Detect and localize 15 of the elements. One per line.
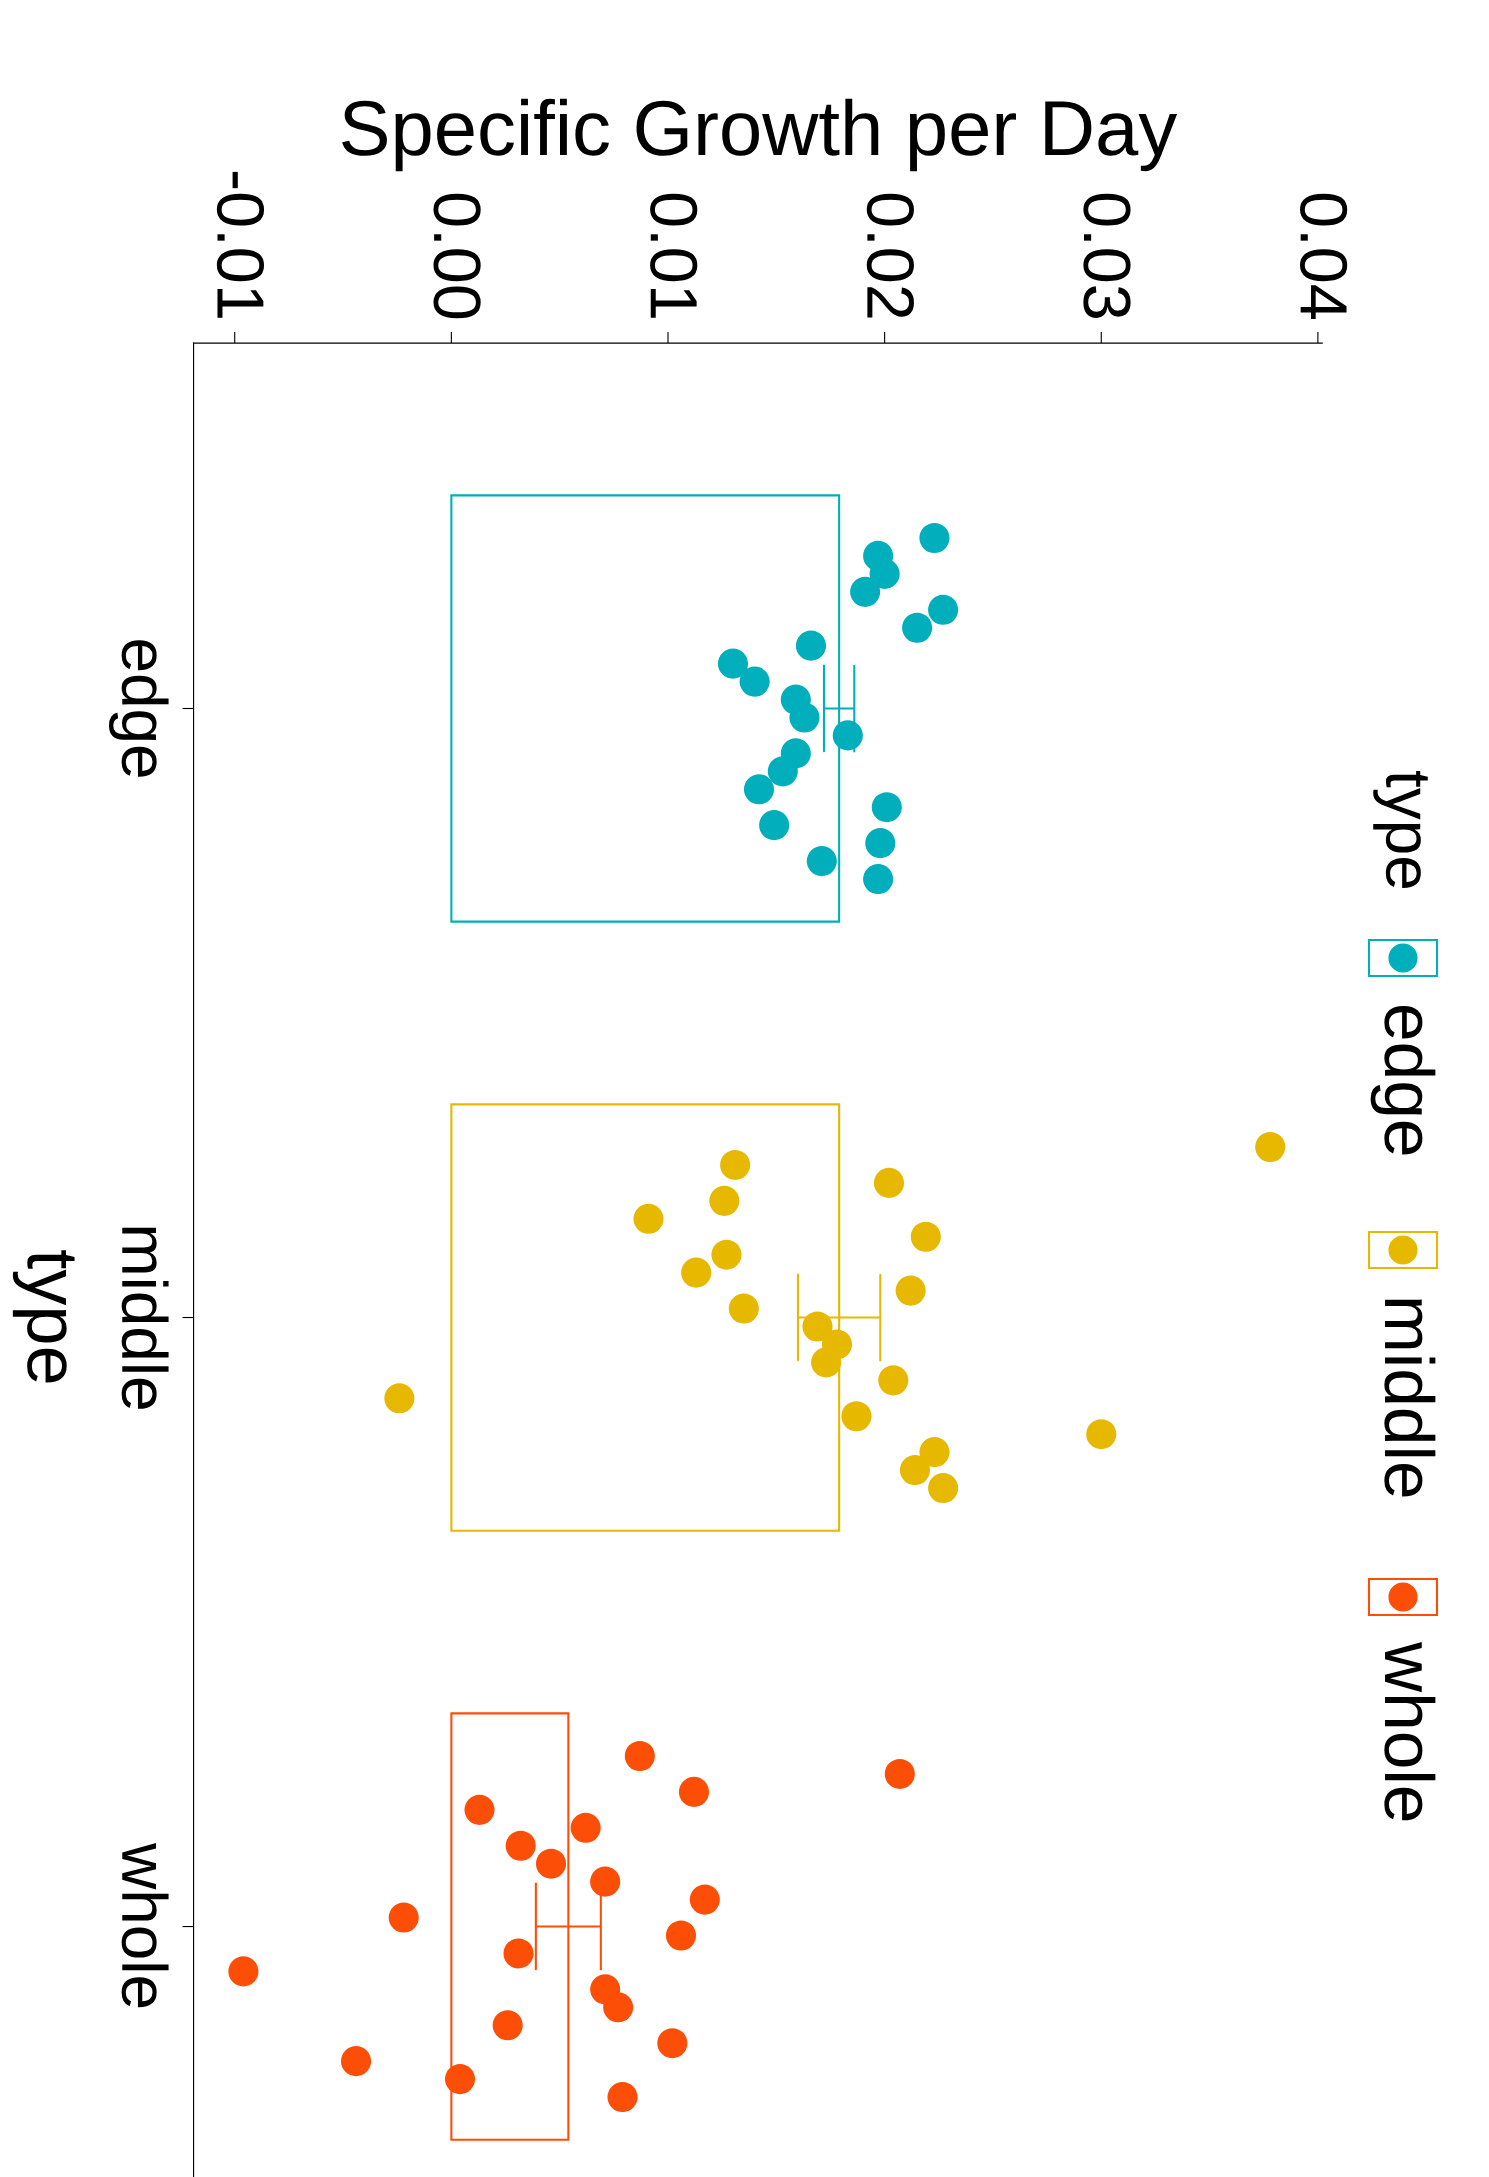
legend-label: middle xyxy=(1384,1299,1436,1497)
x-tick-label: 0.00 xyxy=(433,193,481,319)
legend-label: edge xyxy=(1370,1005,1436,1155)
y-tick-label: middle xyxy=(121,1227,169,1409)
x-axis-title: Specific Growth per Day xyxy=(342,98,1178,172)
y-axis-title: type xyxy=(12,1250,75,1383)
x-tick-label: -0.01 xyxy=(216,171,265,318)
legend-title: type xyxy=(1373,770,1428,888)
x-tick-label: 0.01 xyxy=(650,193,698,318)
legend-label: whole xyxy=(1384,1641,1436,1821)
y-tick-label: edge xyxy=(109,640,169,777)
x-tick-label: 0.03 xyxy=(1083,193,1131,318)
y-tick-label: whole xyxy=(121,1842,169,2008)
x-tick-label: 0.04 xyxy=(1300,193,1348,319)
x-tick-label: 0.02 xyxy=(866,193,914,318)
